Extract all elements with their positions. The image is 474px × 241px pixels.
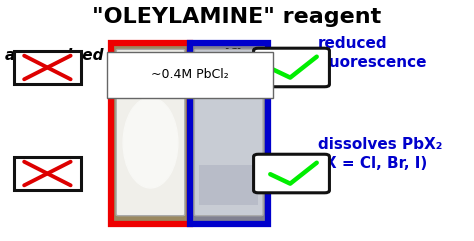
FancyBboxPatch shape	[111, 43, 190, 224]
Text: ~0.4M PbCl₂: ~0.4M PbCl₂	[151, 68, 228, 81]
FancyBboxPatch shape	[254, 154, 329, 193]
Text: "OLEYLAMINE" reagent: "OLEYLAMINE" reagent	[92, 7, 382, 27]
FancyBboxPatch shape	[14, 51, 81, 84]
Text: dissolves PbX₂
(X = Cl, Br, I): dissolves PbX₂ (X = Cl, Br, I)	[318, 137, 442, 171]
FancyBboxPatch shape	[190, 43, 268, 224]
FancyBboxPatch shape	[107, 52, 273, 98]
FancyBboxPatch shape	[199, 165, 258, 205]
FancyBboxPatch shape	[194, 49, 263, 216]
FancyBboxPatch shape	[14, 157, 81, 190]
FancyBboxPatch shape	[254, 48, 329, 87]
FancyBboxPatch shape	[116, 49, 185, 216]
Text: as-received: as-received	[5, 48, 104, 63]
Ellipse shape	[123, 98, 178, 188]
Text: purified, dried: purified, dried	[194, 48, 318, 63]
Text: reduced
fluorescence: reduced fluorescence	[318, 36, 427, 70]
